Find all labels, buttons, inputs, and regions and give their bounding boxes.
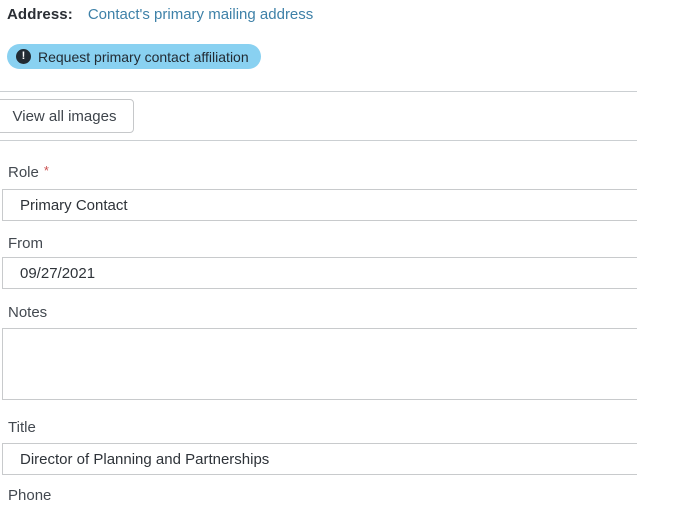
- phone-field-label: Phone: [8, 487, 52, 504]
- role-label-text: Role: [8, 164, 39, 181]
- notes-textarea[interactable]: [2, 328, 637, 400]
- from-date-input[interactable]: [2, 257, 637, 289]
- role-input[interactable]: [2, 189, 637, 221]
- divider-bottom: [0, 140, 637, 141]
- title-input[interactable]: [2, 443, 637, 475]
- view-all-images-button[interactable]: View all images: [0, 99, 134, 133]
- from-field-label: From: [8, 235, 43, 252]
- notes-field-label: Notes: [8, 304, 48, 321]
- request-primary-contact-affiliation-badge[interactable]: ! Request primary contact affiliation: [7, 44, 261, 69]
- primary-mailing-address-link[interactable]: Contact's primary mailing address: [87, 6, 314, 23]
- alert-circle-icon: !: [16, 49, 31, 64]
- form-content-area: Address: Contact's primary mailing addre…: [0, 6, 637, 504]
- role-field-label: Role *: [8, 163, 49, 181]
- badge-label: Request primary contact affiliation: [38, 48, 249, 65]
- required-asterisk: *: [43, 163, 49, 178]
- divider-top: [0, 91, 637, 92]
- address-label: Address:: [7, 6, 73, 23]
- title-field-label: Title: [8, 419, 36, 436]
- address-row: Address: Contact's primary mailing addre…: [7, 6, 313, 23]
